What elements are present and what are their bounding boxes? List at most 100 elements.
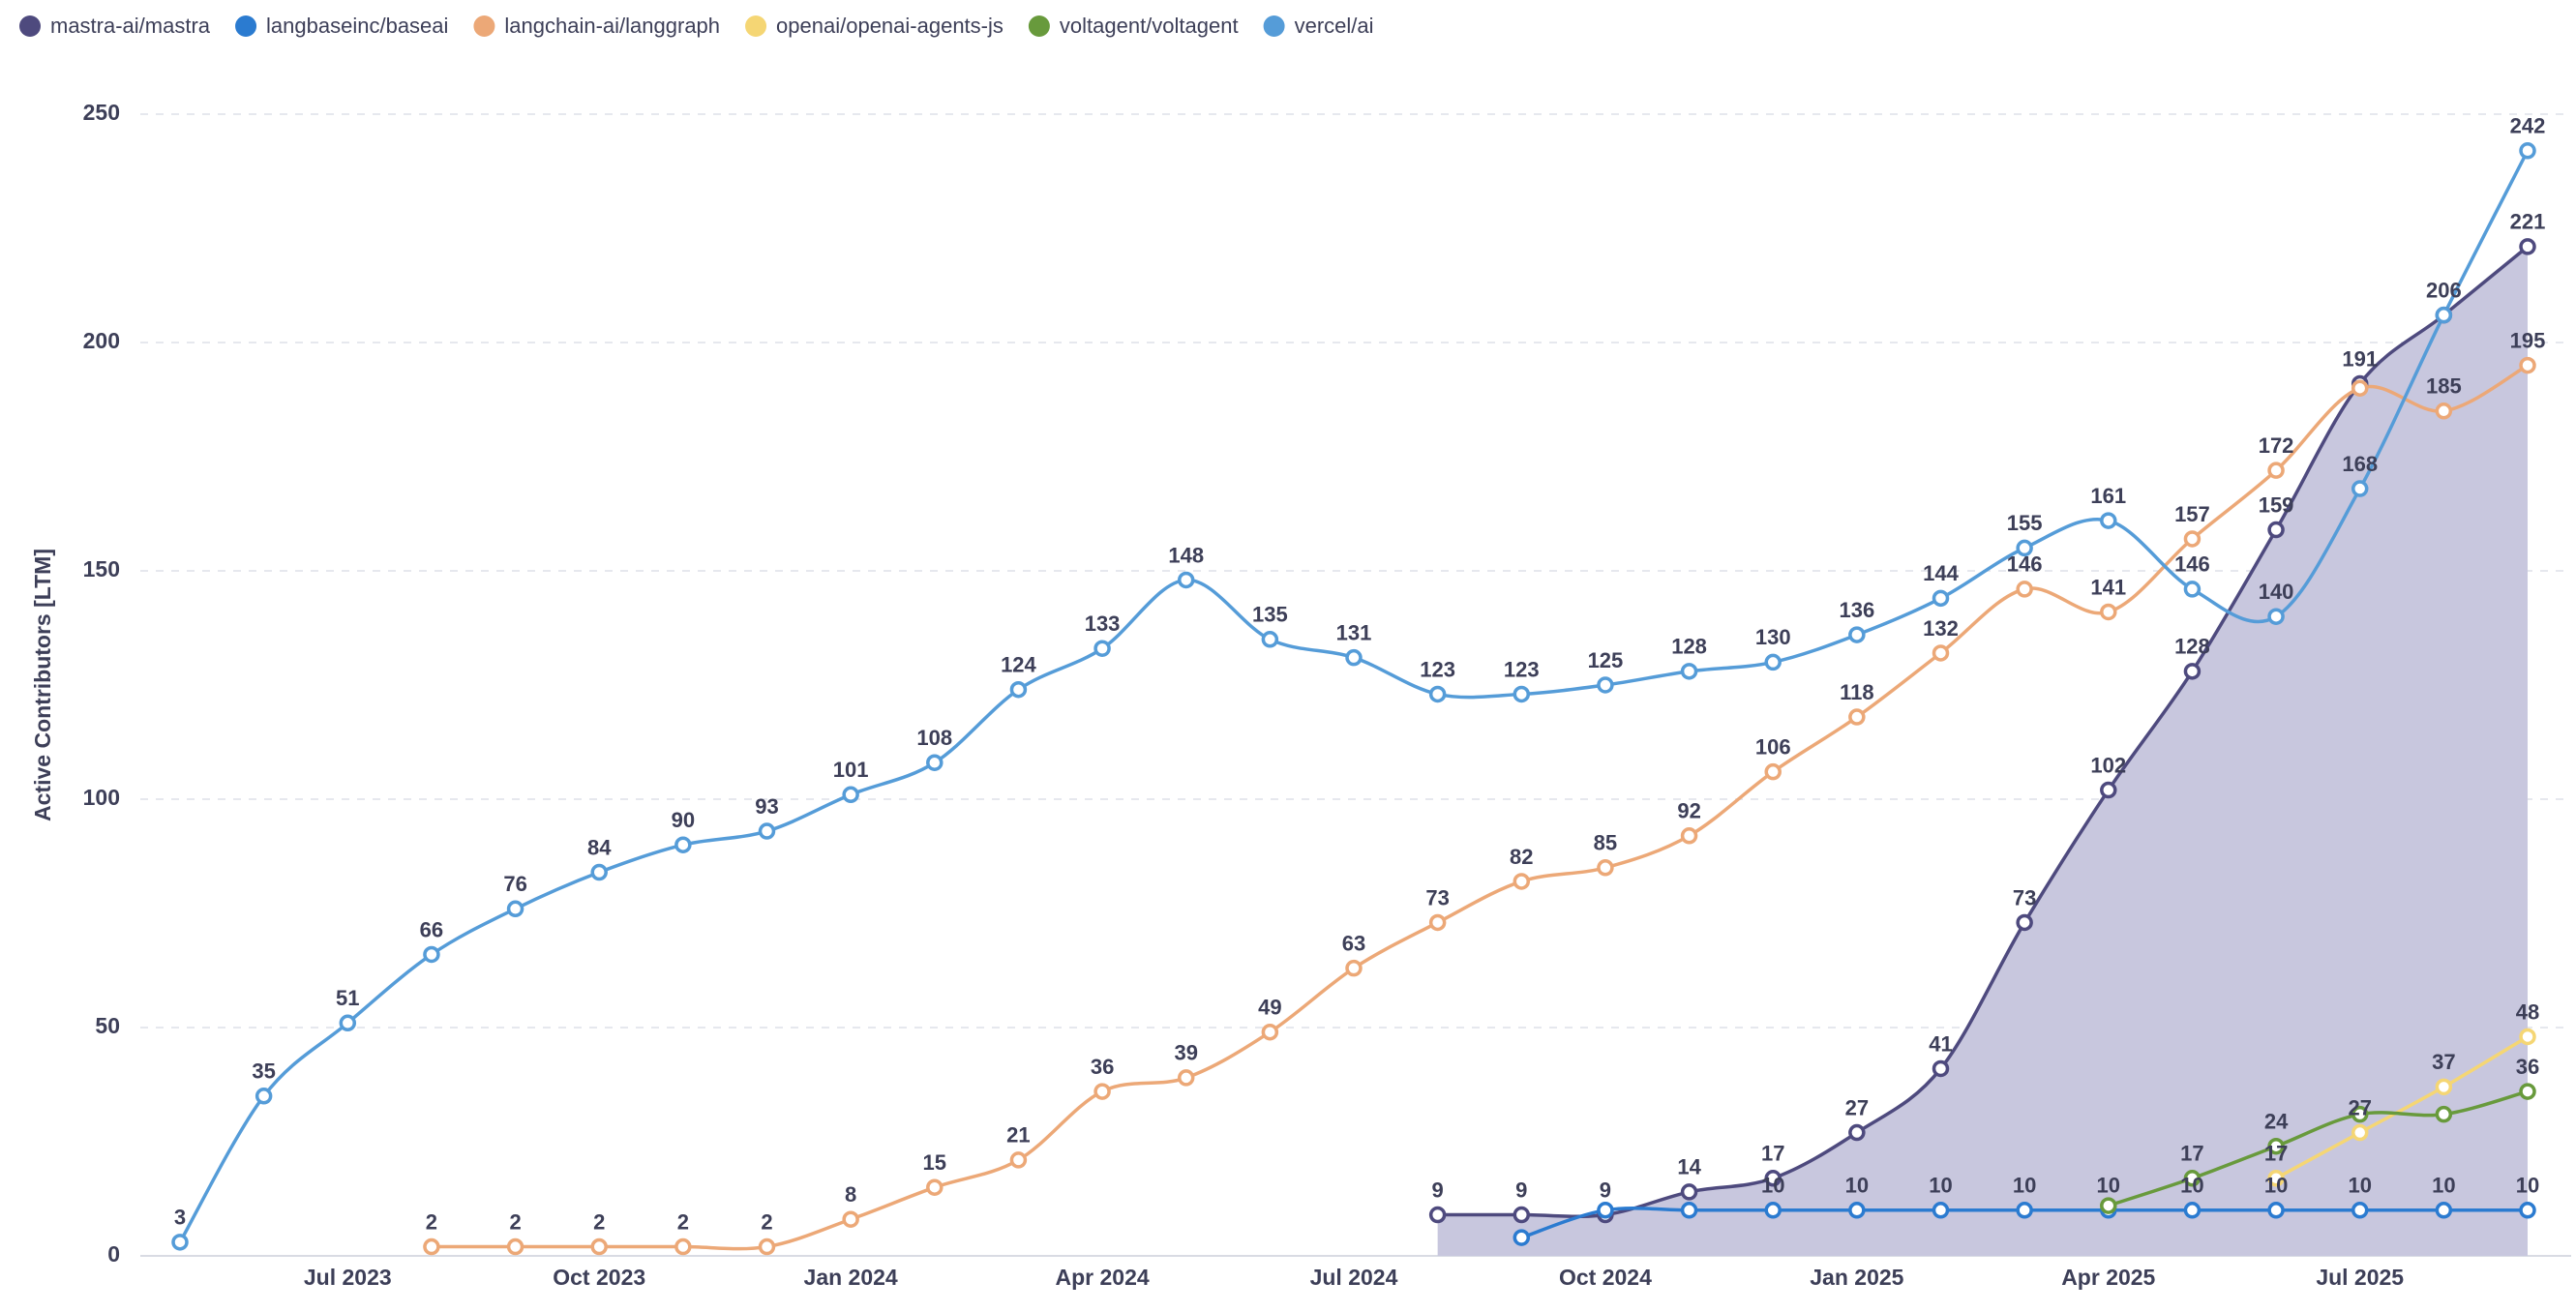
value-label: 17: [1761, 1142, 1784, 1166]
value-label: 3: [174, 1206, 186, 1230]
value-label: 141: [2090, 575, 2126, 599]
value-label: 66: [420, 917, 443, 941]
point: [2100, 512, 2117, 529]
value-label: 9: [1515, 1178, 1527, 1202]
point: [1093, 640, 1111, 657]
y-axis-title: Active Contributors [LTM]: [30, 549, 55, 821]
value-label: 102: [2090, 753, 2126, 777]
point: [2183, 1170, 2202, 1187]
value-label: 10: [1761, 1174, 1784, 1198]
value-label: 157: [2174, 502, 2210, 526]
legend-marker: [19, 15, 41, 37]
point: [1428, 1206, 1447, 1224]
value-label: 84: [587, 835, 612, 859]
value-label: 148: [1168, 543, 1204, 567]
x-tick-label: Jul 2025: [2316, 1265, 2404, 1290]
value-label: 2: [677, 1209, 689, 1234]
point: [1177, 571, 1195, 589]
point: [2016, 913, 2033, 932]
value-label: 135: [1252, 603, 1288, 627]
point: [339, 1014, 357, 1032]
value-label: 2: [426, 1209, 437, 1234]
point: [2519, 238, 2536, 255]
value-label: 36: [1091, 1055, 1114, 1079]
point: [2435, 1105, 2453, 1123]
value-label: 85: [1594, 831, 1617, 855]
value-label: 10: [2432, 1174, 2455, 1198]
value-label: 10: [2097, 1174, 2120, 1198]
point: [2267, 462, 2285, 479]
point: [1513, 1206, 1531, 1224]
value-label: 36: [2516, 1055, 2539, 1079]
value-label: 101: [833, 758, 869, 782]
value-label: 24: [2264, 1110, 2289, 1134]
value-label: 146: [2007, 552, 2043, 577]
point: [2267, 1137, 2285, 1155]
point: [1597, 1202, 1614, 1219]
point: [171, 1234, 189, 1251]
value-label: 123: [1504, 657, 1540, 681]
point: [1513, 873, 1531, 890]
value-label: 132: [1923, 616, 1959, 641]
point: [1428, 685, 1447, 703]
point: [2100, 1197, 2117, 1214]
point: [1932, 1059, 1950, 1078]
point: [2435, 1202, 2453, 1219]
point: [1009, 680, 1028, 699]
value-label: 125: [1588, 648, 1624, 672]
point: [506, 1237, 524, 1256]
value-label: 63: [1342, 931, 1365, 955]
point: [255, 1088, 273, 1105]
point: [758, 1237, 776, 1256]
point: [1932, 1202, 1950, 1219]
value-label: 15: [923, 1150, 946, 1175]
value-label: 35: [252, 1059, 275, 1084]
point: [2519, 1202, 2536, 1219]
point: [2435, 1078, 2453, 1096]
point: [1177, 1069, 1195, 1087]
value-label: 10: [2013, 1174, 2036, 1198]
value-label: 10: [2264, 1174, 2288, 1198]
point: [926, 754, 944, 771]
point: [590, 863, 608, 881]
point: [842, 786, 859, 804]
x-tick-label: Oct 2023: [553, 1265, 645, 1290]
point: [506, 900, 524, 918]
value-label: 51: [336, 986, 359, 1010]
point: [1680, 827, 1698, 845]
point: [2351, 379, 2369, 397]
value-label: 124: [1001, 653, 1036, 677]
legend-marker: [1028, 15, 1050, 37]
point: [2351, 1105, 2369, 1123]
point: [1764, 1170, 1782, 1187]
point: [423, 945, 440, 964]
point: [1428, 913, 1447, 932]
point: [1932, 589, 1950, 608]
value-label: 123: [1420, 657, 1455, 681]
point: [1009, 1151, 1028, 1169]
value-label: 27: [1845, 1095, 1869, 1119]
point: [674, 836, 692, 853]
point: [2519, 1083, 2536, 1100]
point: [1261, 1023, 1279, 1041]
point: [1345, 959, 1363, 977]
point: [1764, 653, 1782, 671]
value-label: 106: [1755, 734, 1791, 759]
point: [1597, 676, 1614, 694]
point: [2519, 356, 2536, 374]
point: [2519, 1028, 2536, 1046]
line: [2108, 1089, 2529, 1208]
point: [1764, 1202, 1782, 1219]
value-label: 2: [509, 1209, 521, 1234]
value-label: 10: [2348, 1174, 2371, 1198]
point: [2351, 1123, 2369, 1142]
value-label: 92: [1677, 799, 1700, 823]
line: [2275, 1034, 2529, 1180]
x-tick-label: Apr 2024: [1055, 1265, 1149, 1290]
value-label: 2: [593, 1209, 605, 1234]
legend-marker: [473, 15, 495, 37]
point: [758, 822, 776, 840]
value-label: 195: [2510, 328, 2546, 352]
point: [2267, 1202, 2285, 1219]
